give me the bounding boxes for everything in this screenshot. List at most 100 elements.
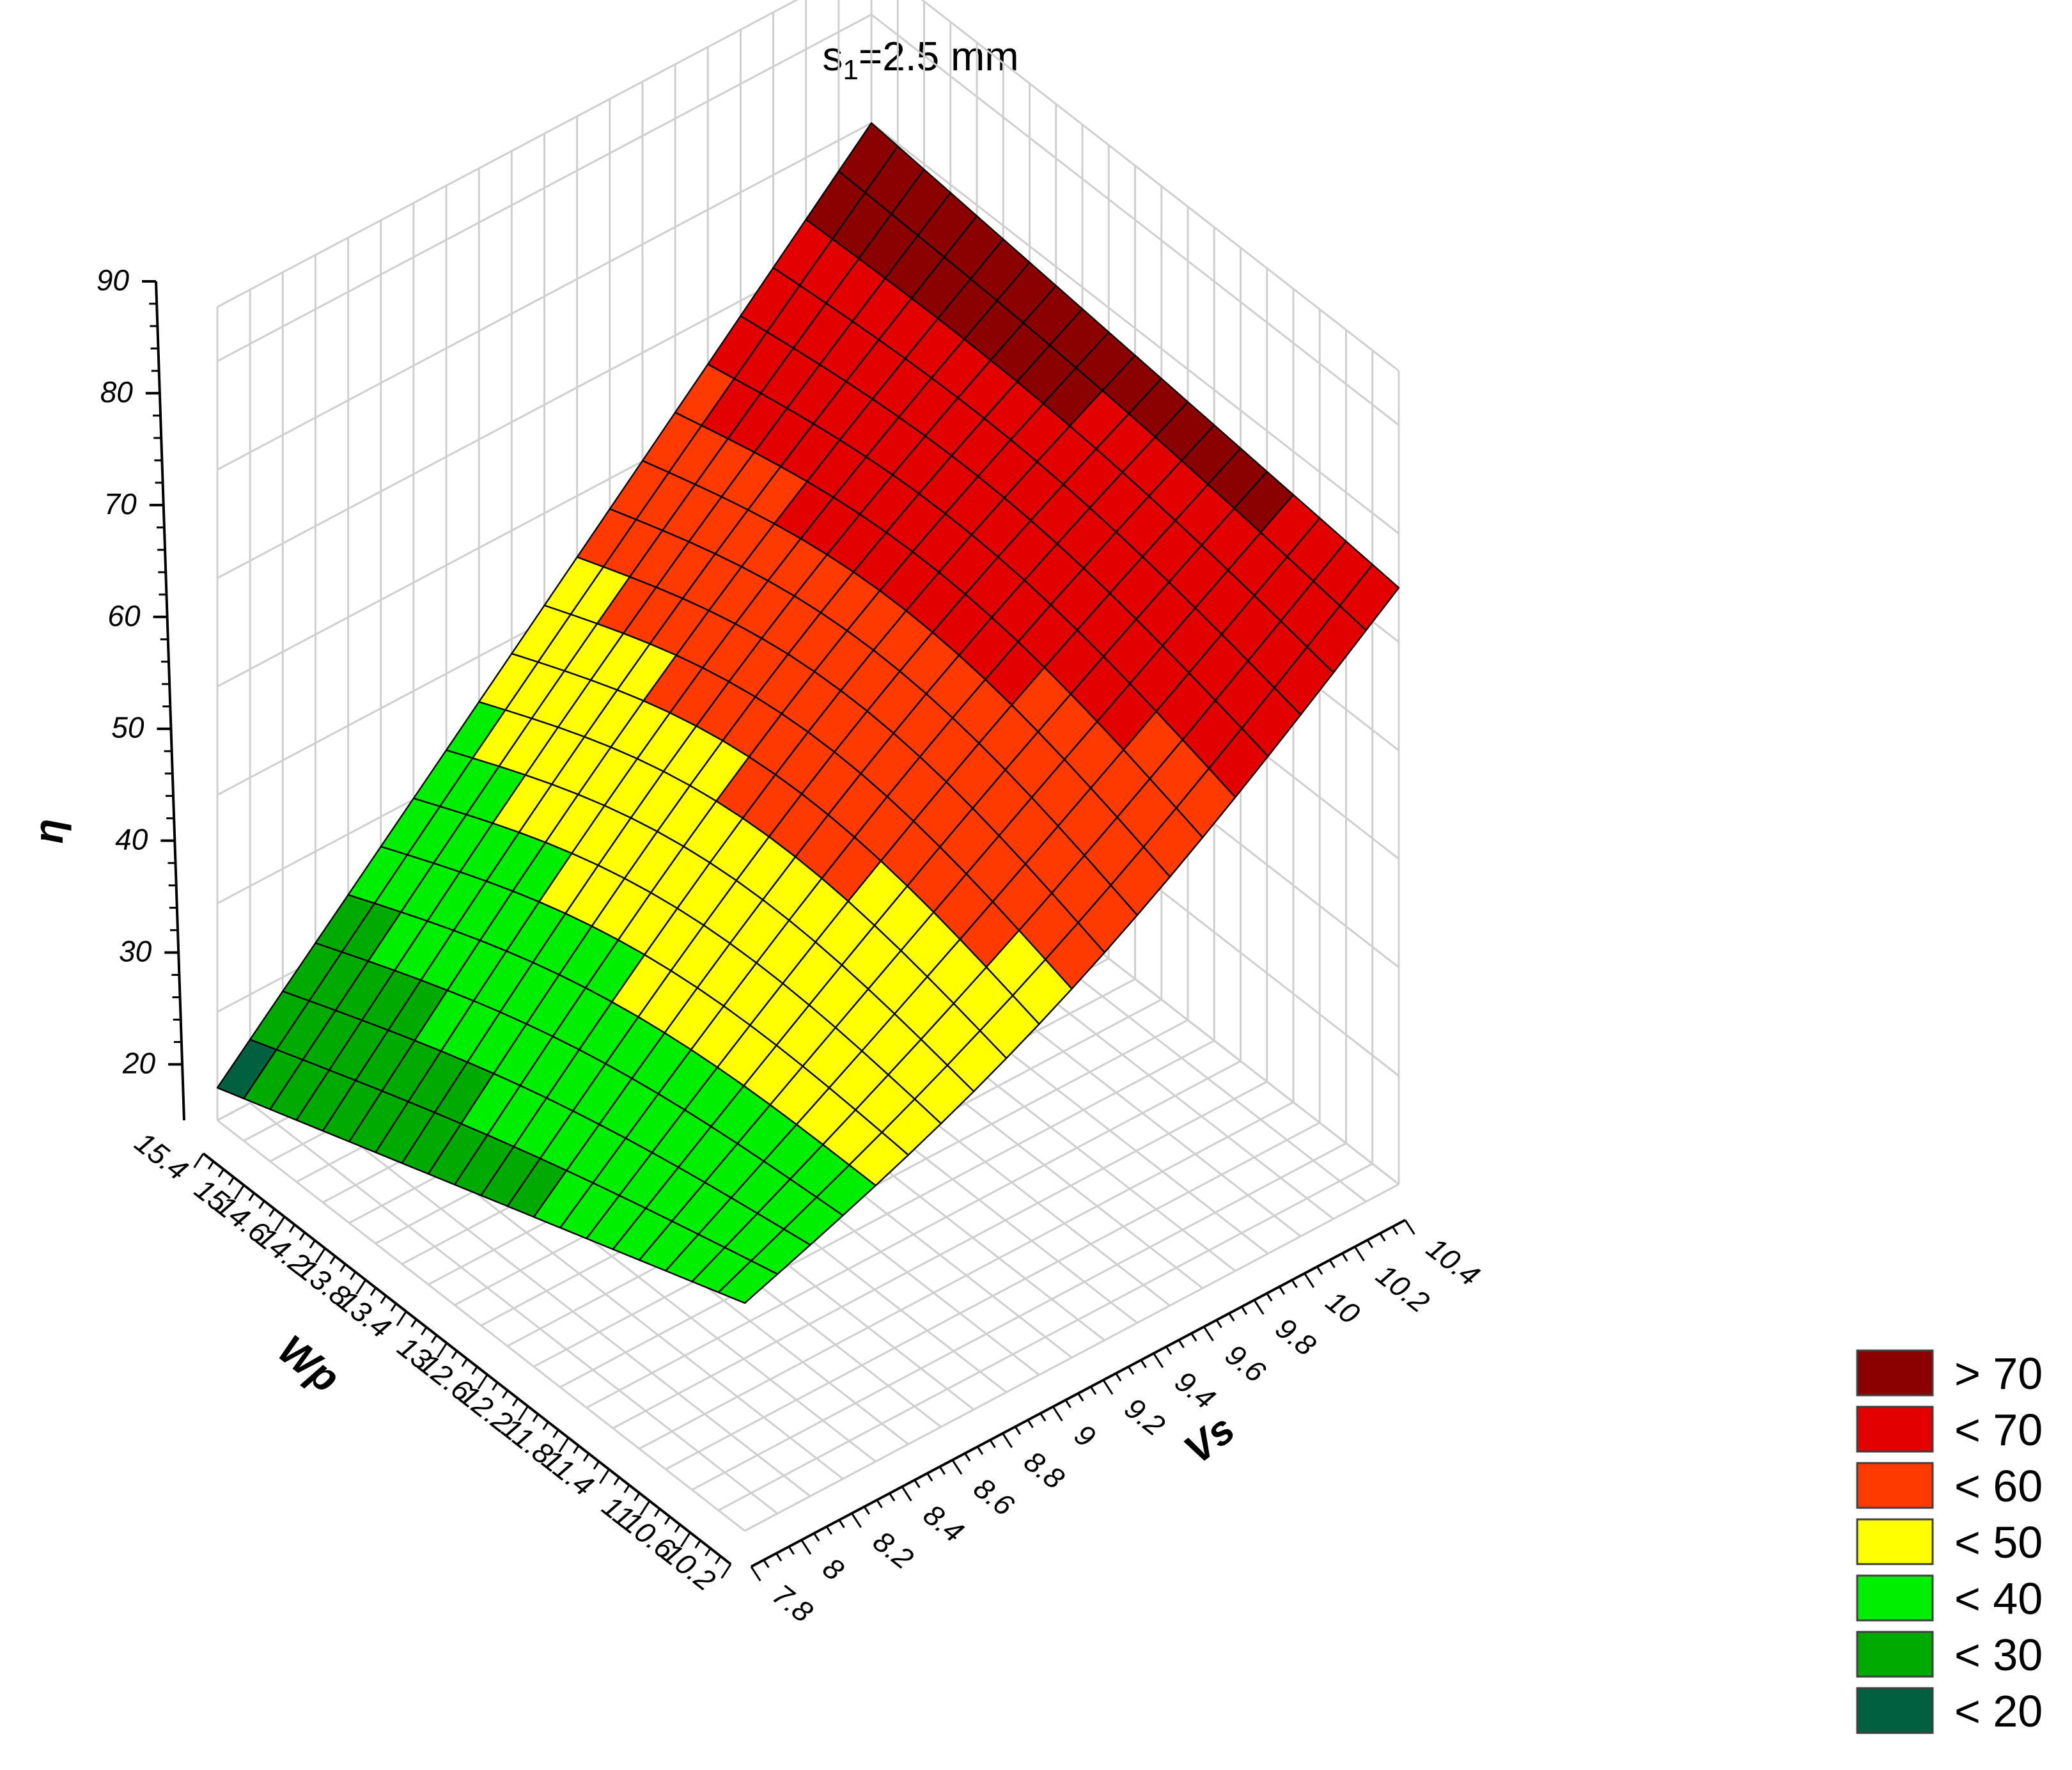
- chart-title-subscript: 1: [843, 54, 858, 86]
- vs-axis-tick: [951, 1459, 963, 1475]
- z-tick-label: 30: [119, 935, 152, 968]
- vs-axis-tick: [1240, 1306, 1248, 1315]
- vs-axis-tick: [1165, 1346, 1172, 1355]
- z-tick-label: 90: [97, 263, 130, 297]
- vs-axis-tick: [1140, 1359, 1147, 1368]
- wp-axis-tick: [715, 1555, 722, 1565]
- vs-axis-tick: [775, 1553, 783, 1562]
- wall-gridline: [871, 13, 1399, 426]
- vs-tick-label: 8: [817, 1551, 851, 1587]
- wp-axis-tick: [451, 1350, 458, 1359]
- vs-axis-tick: [1328, 1259, 1336, 1269]
- vs-axis-tick: [1279, 1286, 1286, 1295]
- legend-label: < 40: [1954, 1574, 2043, 1624]
- vs-axis-tick: [800, 1539, 812, 1555]
- vs-axis-tick: [1379, 1233, 1386, 1242]
- wp-axis-tick: [437, 1342, 448, 1358]
- vs-axis-tick: [1228, 1313, 1235, 1322]
- wp-axis-tick: [350, 1271, 357, 1280]
- vs-axis-tick: [1341, 1253, 1348, 1262]
- wp-axis-tick: [573, 1445, 580, 1454]
- legend-swatch: [1856, 1518, 1934, 1565]
- legend-swatch: [1856, 1574, 1934, 1622]
- legend-label: > 70: [1954, 1349, 2043, 1398]
- wp-axis-tick: [492, 1382, 499, 1391]
- vs-axis-tick: [1366, 1239, 1373, 1248]
- vs-axis-tick: [750, 1566, 761, 1581]
- vs-axis-tick: [1203, 1326, 1214, 1342]
- vs-axis-tick: [788, 1546, 795, 1555]
- vs-axis-tick: [1253, 1299, 1265, 1315]
- legend-label: < 60: [1954, 1461, 2043, 1511]
- wp-axis-tick: [634, 1492, 641, 1501]
- wp-axis-tick: [258, 1200, 265, 1209]
- wp-axis-tick: [315, 1248, 326, 1264]
- z-tick-label: 80: [100, 375, 134, 409]
- legend-label: < 50: [1954, 1517, 2043, 1567]
- vs-axis-tick: [1014, 1426, 1022, 1435]
- wp-axis-tick: [396, 1311, 407, 1326]
- vs-axis-tick: [1064, 1399, 1071, 1409]
- vs-axis-tick: [1127, 1366, 1135, 1375]
- legend-swatch: [1856, 1406, 1934, 1453]
- vs-axis-tick: [1354, 1246, 1365, 1262]
- vs-axis-tick: [1002, 1432, 1013, 1448]
- wp-axis-tick: [269, 1208, 276, 1218]
- vs-axis-tick: [1153, 1352, 1164, 1368]
- wp-axis-tick: [390, 1303, 397, 1312]
- wp-axis-tick: [680, 1531, 691, 1547]
- y-axis-title: Wp: [270, 1326, 348, 1402]
- wp-axis-tick: [233, 1184, 245, 1200]
- wp-axis-tick: [664, 1516, 671, 1525]
- vs-axis-tick: [1404, 1219, 1415, 1235]
- vs-axis-tick: [914, 1479, 921, 1489]
- vs-tick-label: 10: [1320, 1284, 1366, 1331]
- vs-axis-tick: [763, 1559, 770, 1569]
- vs-tick-label: 9.6: [1219, 1338, 1272, 1390]
- vs-axis-tick: [1304, 1273, 1315, 1288]
- wp-axis-tick: [193, 1153, 205, 1168]
- z-tick-label: 60: [107, 599, 141, 632]
- legend: > 70 < 70 < 60 < 50 < 40 < 30 < 20: [1856, 1349, 2043, 1736]
- z-tick-label: 50: [111, 711, 144, 744]
- vs-axis-tick: [1089, 1386, 1097, 1395]
- vs-axis-tick: [1027, 1419, 1034, 1429]
- wp-axis-tick: [370, 1287, 377, 1296]
- wp-axis-tick: [653, 1508, 661, 1517]
- response-surface: [216, 122, 1400, 1304]
- wp-axis-tick: [339, 1264, 347, 1273]
- vs-tick-label: 10.4: [1421, 1231, 1486, 1292]
- vs-axis-tick: [813, 1533, 820, 1542]
- vs-tick-label: 9.2: [1119, 1391, 1171, 1442]
- wall-top-edge: [217, 0, 1399, 372]
- vs-axis-tick: [838, 1519, 845, 1528]
- axes: [142, 280, 1415, 1581]
- wp-axis-tick: [542, 1421, 549, 1430]
- svg-text:s1=2.5 mm: s1=2.5 mm: [822, 33, 1018, 86]
- z-tick-label: 40: [115, 823, 148, 856]
- wp-axis-tick: [674, 1524, 681, 1533]
- wp-axis-tick: [639, 1500, 651, 1516]
- legend-swatch: [1856, 1631, 1934, 1678]
- vs-axis-tick: [1190, 1333, 1197, 1342]
- legend-swatch: [1856, 1349, 1934, 1397]
- wp-axis-tick: [430, 1335, 438, 1343]
- wp-axis-tick: [217, 1168, 224, 1178]
- vs-axis-tick: [976, 1446, 984, 1455]
- wp-axis-tick: [599, 1469, 610, 1484]
- vs-axis-tick: [1040, 1413, 1047, 1421]
- vs-axis-tick: [1077, 1393, 1084, 1402]
- wp-axis-tick: [228, 1177, 235, 1186]
- legend-label: < 70: [1954, 1405, 2043, 1455]
- vs-axis-tick: [1266, 1292, 1273, 1302]
- vs-axis-tick: [876, 1499, 883, 1508]
- vs-tick-label: 8.2: [867, 1524, 919, 1576]
- wp-axis-tick: [613, 1476, 620, 1485]
- wp-axis-tick: [471, 1366, 478, 1375]
- vs-axis-tick: [825, 1526, 832, 1535]
- chart-title-main: s: [822, 33, 843, 79]
- wp-axis-tick: [518, 1406, 529, 1421]
- wp-axis-tick: [421, 1326, 428, 1336]
- wp-axis-tick: [461, 1358, 468, 1367]
